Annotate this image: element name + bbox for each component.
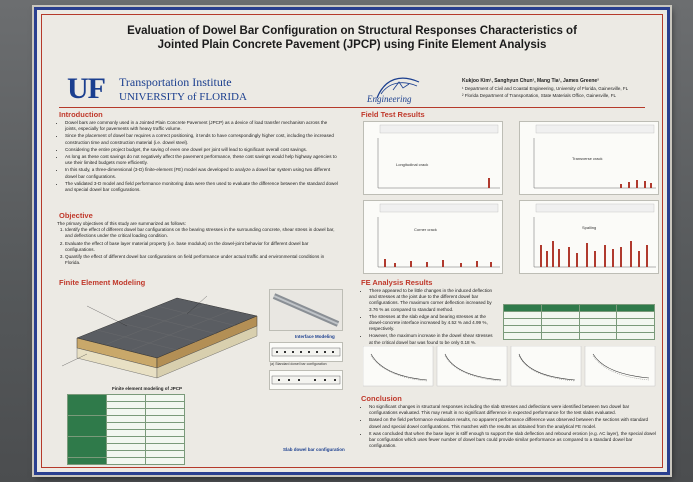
table-row [503,325,655,333]
chart-spalling: Spalling [519,200,659,274]
fe-analysis-text: There appeared to be little changes in t… [361,288,493,347]
field-results-heading: Field Test Results [361,110,425,119]
fe-modeling-heading: Finite Element Modeling [59,278,146,287]
line-chart-2 [436,346,508,387]
fe-line-charts [363,346,656,387]
conclusion-bullet: It was concluded that when the base laye… [369,431,657,450]
table-row [503,311,655,319]
objective-item: Evaluate the effect of base layer materi… [65,241,339,253]
slab-dowel-drawing [269,370,343,390]
engineering-logo-text: Engineering [367,94,412,104]
affiliation-2: ² Florida Department of Transportation, … [462,93,616,98]
conclusion-heading: Conclusion [361,394,402,403]
title-line-2: Jointed Plain Concrete Pavement (JPCP) u… [157,39,547,51]
table-row [503,318,655,326]
material-property-table [67,394,185,465]
intro-bullet: Since the placement of dowel bar require… [65,133,339,145]
engineering-logo-icon [376,77,420,99]
chart-transverse-crack: Transverse crack [519,121,659,195]
chart-title: Spalling [582,225,597,230]
slab-dowel-caption: Slab dowel bar configuration [283,447,345,452]
intro-bullet: Dowel bars are commonly used in a Jointe… [65,120,339,132]
intro-bullet: As long as these cost savings do not neg… [65,154,339,166]
fe-analysis-bullet: There appeared to be little changes in t… [369,288,493,313]
objective-heading: Objective [59,211,93,220]
fe-analysis-heading: FE Analysis Results [361,278,433,287]
objective-text: The primary objectives of this study are… [57,221,339,267]
objective-lead: The primary objectives of this study are… [57,221,186,226]
university-name: UNIVERSITY of FLORIDA [119,91,247,103]
intro-text: Dowel bars are commonly used in a Jointe… [57,120,339,194]
chart-longitudinal-crack: Longitudinal crack [363,121,503,195]
poster-inner-border [41,14,663,468]
affiliation-1: ¹ Department of Civil and Coastal Engine… [462,86,629,91]
intro-bullet: In this study, a three-dimensional (3-D)… [65,167,339,179]
title-line-1: Evaluation of Dowel Bar Configuration on… [127,25,577,37]
line-chart-3 [510,346,582,387]
table-row [67,415,185,437]
table-row [67,394,185,416]
fe-model-caption: Finite element modeling of JPCP [112,386,183,391]
objective-item: Quantify the effect of different dowel b… [65,254,339,266]
chart-title: Transverse crack [572,156,603,161]
conclusion-bullet: No significant changes in structural res… [369,404,657,416]
research-poster: Evaluation of Dowel Bar Configuration on… [34,7,670,475]
line-chart-1 [363,346,434,387]
authors-names: Kukjoo Kim¹, Sanghyun Chun¹, Mang Tia¹, … [462,78,599,84]
chart-title: Longitudinal crack [396,162,429,167]
authors-block: Kukjoo Kim¹, Sanghyun Chun¹, Mang Tia¹, … [462,77,628,99]
objective-item: Identify the effect of different dowel b… [65,227,339,239]
table-row [67,457,185,465]
conclusion-text: No significant changes in structural res… [361,404,657,450]
table-row [503,304,655,312]
poster-title: Evaluation of Dowel Bar Configuration on… [97,24,607,52]
table-row [67,436,185,458]
intro-bullet: The validated 3-D model and field perfor… [65,181,339,193]
intro-heading: Introduction [59,110,103,119]
jpcp-3d-model-figure [61,295,258,379]
standard-dowel-drawing [269,342,343,362]
uf-logo: UF [67,72,106,105]
standard-dowel-label: (a) Standard dowel bar configuration [270,362,327,366]
interface-drawing [269,289,343,331]
chart-corner-crack: Corner crack [363,200,503,274]
fe-results-table [503,304,655,340]
institute-name: Transportation Institute [119,75,232,89]
table-row [503,332,655,340]
interface-label: Interface Modeling [295,334,335,339]
chart-title: Corner crack [414,227,437,232]
institute-block: Transportation Institute UNIVERSITY of F… [119,75,247,105]
line-chart-4 [584,346,656,387]
fe-analysis-bullet: The stresses at the slab edge and bearin… [369,314,493,333]
fe-analysis-bullet: However, the maximum increase in the dow… [369,333,493,345]
intro-bullet: Considering the entire project budget, t… [65,147,339,153]
header-divider [59,107,645,108]
conclusion-bullet: Based on the field performance evaluatio… [369,417,657,429]
